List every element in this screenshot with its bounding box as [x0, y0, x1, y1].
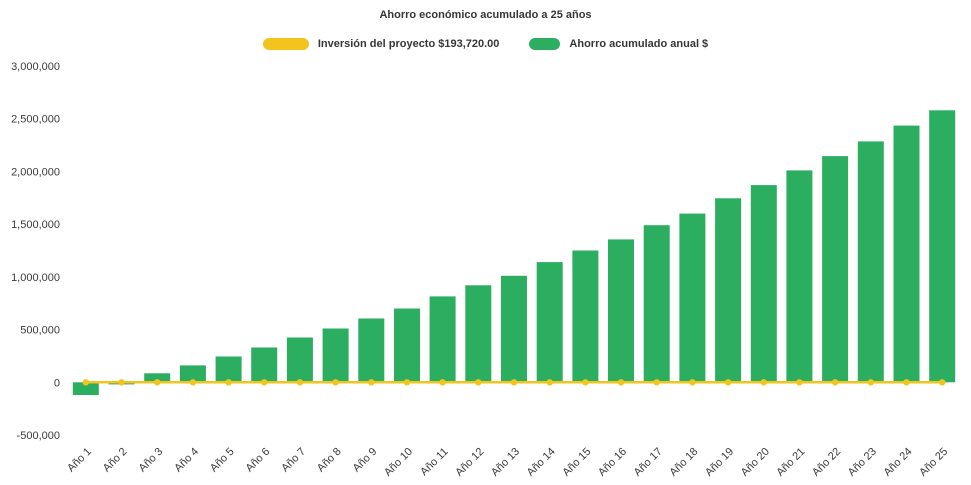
x-tick-label: Año 18 [667, 446, 700, 479]
investment-point-año-22 [831, 379, 839, 386]
x-tick-label: Año 7 [279, 446, 308, 475]
bar-año-16 [608, 239, 634, 383]
x-tick-label: Año 1 [65, 446, 94, 475]
bar-año-8 [322, 328, 349, 383]
y-tick-label: 1,000,000 [11, 272, 60, 284]
investment-point-año-8 [332, 379, 339, 386]
investment-point-año-23 [867, 379, 874, 386]
bar-año-18 [679, 213, 706, 383]
bar-año-3 [144, 373, 171, 383]
bar-año-19 [715, 198, 742, 383]
legend-label-investment: Inversión del proyecto $193,720.00 [317, 38, 500, 50]
investment-point-año-18 [689, 379, 696, 386]
bar-año-13 [501, 275, 527, 383]
chart-legend: Inversión del proyecto $193,720.00 Ahorr… [0, 38, 971, 50]
savings-swatch-icon [529, 38, 561, 50]
investment-point-año-3 [154, 379, 161, 386]
investment-point-año-14 [546, 379, 553, 386]
y-tick-label: 3,000,000 [11, 61, 60, 73]
x-tick-label: Año 14 [525, 446, 558, 479]
x-tick-label: Año 12 [453, 446, 486, 479]
y-tick-label: 2,500,000 [11, 114, 60, 126]
bar-año-20 [750, 185, 777, 383]
y-tick-label: 0 [54, 377, 60, 389]
investment-point-año-10 [403, 379, 411, 386]
x-tick-label: Año 16 [596, 446, 629, 479]
investment-point-año-16 [617, 379, 625, 386]
bar-año-23 [857, 141, 884, 383]
investment-point-año-12 [475, 379, 482, 386]
bar-año-6 [251, 347, 278, 383]
investment-point-año-13 [510, 379, 518, 386]
x-tick-label: Año 3 [137, 446, 166, 475]
x-tick-label: Año 13 [489, 446, 522, 479]
investment-point-año-25 [939, 379, 946, 386]
x-tick-label: Año 25 [917, 446, 950, 479]
bar-año-15 [572, 250, 599, 383]
bar-año-17 [643, 225, 670, 383]
investment-point-año-21 [796, 379, 803, 386]
legend-item-investment[interactable]: Inversión del proyecto $193,720.00 [262, 38, 500, 50]
investment-swatch-icon [262, 38, 309, 50]
investment-point-año-2 [118, 379, 125, 386]
bar-año-24 [893, 125, 920, 383]
x-tick-label: Año 11 [418, 446, 451, 479]
x-tick-label: Año 6 [244, 446, 273, 475]
x-tick-label: Año 5 [208, 446, 237, 475]
x-tick-label: Año 23 [846, 446, 879, 479]
investment-point-año-15 [582, 379, 589, 386]
bar-año-14 [536, 262, 563, 383]
investment-point-año-4 [189, 379, 197, 386]
x-tick-label: Año 21 [774, 446, 807, 479]
legend-label-savings: Ahorro acumulado anual $ [569, 38, 709, 50]
x-tick-label: Año 24 [881, 446, 914, 479]
investment-point-año-9 [368, 379, 375, 386]
bar-año-9 [358, 318, 385, 383]
y-tick-label: -500,000 [17, 430, 60, 442]
investment-point-año-19 [724, 379, 732, 386]
investment-point-año-6 [261, 379, 268, 386]
bar-año-12 [465, 285, 492, 383]
x-tick-label: Año 22 [810, 446, 843, 479]
bar-año-25 [929, 110, 956, 383]
bar-año-11 [429, 296, 456, 383]
bar-año-4 [179, 365, 206, 383]
x-tick-label: Año 20 [739, 446, 772, 479]
bar-año-5 [215, 356, 242, 383]
investment-point-año-17 [653, 379, 660, 386]
x-tick-label: Año 19 [703, 446, 736, 479]
x-tick-label: Año 4 [172, 446, 201, 475]
x-tick-label: Año 2 [101, 446, 130, 475]
bar-año-7 [286, 337, 313, 383]
y-tick-label: 500,000 [20, 325, 60, 337]
y-tick-label: 1,500,000 [11, 219, 60, 231]
chart-title: Ahorro económico acumulado a 25 años [379, 9, 592, 21]
investment-point-año-20 [760, 379, 767, 386]
x-tick-label: Año 8 [315, 446, 344, 475]
y-tick-label: 2,000,000 [11, 166, 60, 178]
bar-año-22 [822, 156, 849, 383]
bar-año-10 [394, 308, 420, 383]
investment-point-año-1 [82, 379, 90, 386]
bar-año-1 [72, 382, 99, 395]
investment-point-año-11 [439, 379, 446, 386]
x-tick-label: Año 17 [632, 446, 665, 479]
x-tick-label: Año 10 [382, 446, 415, 479]
investment-point-año-24 [903, 379, 910, 386]
x-tick-label: Año 9 [351, 446, 380, 475]
investment-point-año-7 [296, 379, 304, 386]
investment-point-año-5 [225, 379, 232, 386]
bar-año-21 [786, 170, 813, 383]
legend-item-savings[interactable]: Ahorro acumulado anual $ [529, 38, 708, 50]
x-tick-label: Año 15 [560, 446, 593, 479]
